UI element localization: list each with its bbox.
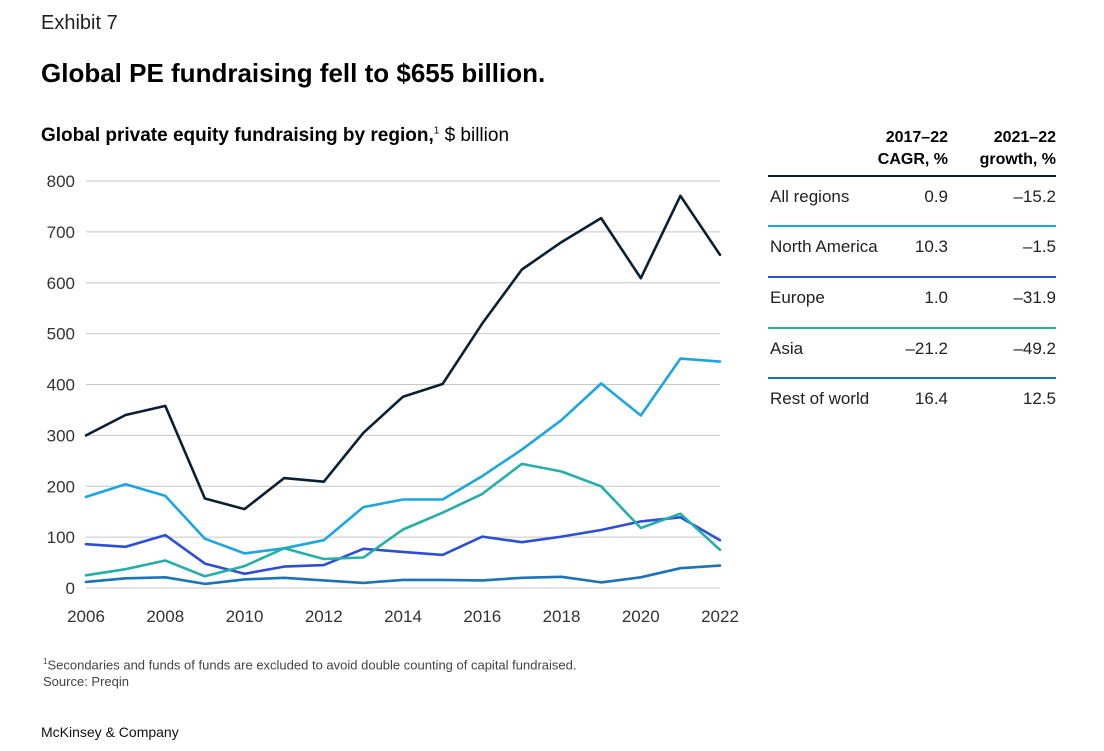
footnote: 1Secondaries and funds of funds are excl… [43, 653, 577, 690]
row-cagr-value: 10.3 [914, 237, 948, 256]
row-growth-value: –15.2 [1013, 187, 1056, 206]
row-growth-value: –31.9 [1013, 288, 1056, 307]
row-color-rule [768, 225, 1056, 227]
x-tick-label: 2022 [701, 607, 739, 626]
exhibit-label: Exhibit 7 [41, 12, 118, 34]
row-color-rule [768, 175, 1056, 177]
row-region-name: Europe [770, 288, 825, 307]
col-cagr-label: CAGR, % [877, 151, 948, 168]
row-region-name: All regions [770, 187, 850, 206]
subtitle-main: Global private equity fundraising by reg… [41, 125, 434, 146]
x-tick-label: 2008 [146, 607, 184, 626]
series-line-north-america [84, 357, 722, 555]
table-row: Asia –21.2 –49.2 [768, 327, 1056, 377]
x-tick-label: 2020 [622, 607, 660, 626]
table-row: Europe 1.0 –31.9 [768, 276, 1056, 326]
headline: Global PE fundraising fell to $655 billi… [41, 58, 546, 88]
row-growth-value: –49.2 [1013, 339, 1056, 358]
row-region-name: Rest of world [770, 389, 870, 408]
table-row: All regions 0.9 –15.2 [768, 175, 1056, 225]
row-cagr-value: 16.4 [914, 389, 948, 408]
y-tick-label: 500 [47, 325, 75, 344]
col-cagr-period: 2017–22 [885, 129, 948, 146]
series-line-all-regions [84, 194, 722, 511]
row-cagr-value: 0.9 [924, 187, 948, 206]
line-chart: 0 100 200 300 400 500 600 700 800 2006 2008 2010 201… [47, 172, 739, 626]
table-header: 2017–22 CAGR, % 2021–22 growth, % [768, 125, 1056, 173]
subtitle-footnote-marker: 1 [433, 125, 440, 137]
series-line-asia [84, 462, 722, 578]
x-tick-label: 2018 [543, 607, 581, 626]
y-tick-label: 100 [47, 528, 75, 547]
row-color-rule [768, 276, 1056, 278]
chart-subtitle: Global private equity fundraising by reg… [41, 125, 509, 147]
table-row: North America 10.3 –1.5 [768, 225, 1056, 275]
row-growth-value: 12.5 [1022, 389, 1056, 408]
col-growth-header: 2021–22 growth, % [980, 127, 1056, 171]
table-row: Rest of world 16.4 12.5 [768, 377, 1056, 427]
x-tick-label: 2016 [463, 607, 501, 626]
y-tick-label: 800 [47, 172, 75, 191]
row-cagr-value: 1.0 [924, 288, 948, 307]
row-cagr-value: –21.2 [905, 339, 948, 358]
x-tick-label: 2014 [384, 607, 422, 626]
footnote-marker: 1 [43, 657, 48, 666]
footnote-text-line: 1Secondaries and funds of funds are excl… [43, 653, 577, 673]
footnote-text: Secondaries and funds of funds are exclu… [47, 657, 577, 673]
source-text: Source: Preqin [43, 674, 129, 690]
y-tick-label: 0 [66, 579, 75, 598]
row-color-rule [768, 377, 1056, 379]
growth-table: 2017–22 CAGR, % 2021–22 growth, % All re… [768, 125, 1056, 408]
row-color-rule [768, 327, 1056, 329]
subtitle-unit: $ billion [439, 125, 510, 146]
col-growth-label: growth, % [979, 151, 1056, 168]
row-region-name: North America [770, 237, 878, 256]
y-tick-label: 600 [47, 274, 75, 293]
x-tick-label: 2010 [226, 607, 264, 626]
y-tick-label: 400 [47, 376, 75, 395]
col-cagr-header: 2017–22 CAGR, % [878, 127, 948, 171]
series-line-rest-of-world [84, 564, 722, 586]
brand-logo-text: McKinsey & Company [41, 724, 179, 740]
row-growth-value: –1.5 [1022, 237, 1056, 256]
y-tick-label: 200 [47, 477, 75, 496]
x-tick-label: 2006 [67, 607, 105, 626]
series-line-europe [84, 515, 722, 576]
y-tick-label: 300 [47, 426, 75, 445]
x-tick-label: 2012 [305, 607, 343, 626]
col-growth-period: 2021–22 [993, 129, 1056, 146]
y-tick-label: 700 [47, 223, 75, 242]
row-region-name: Asia [770, 339, 804, 358]
